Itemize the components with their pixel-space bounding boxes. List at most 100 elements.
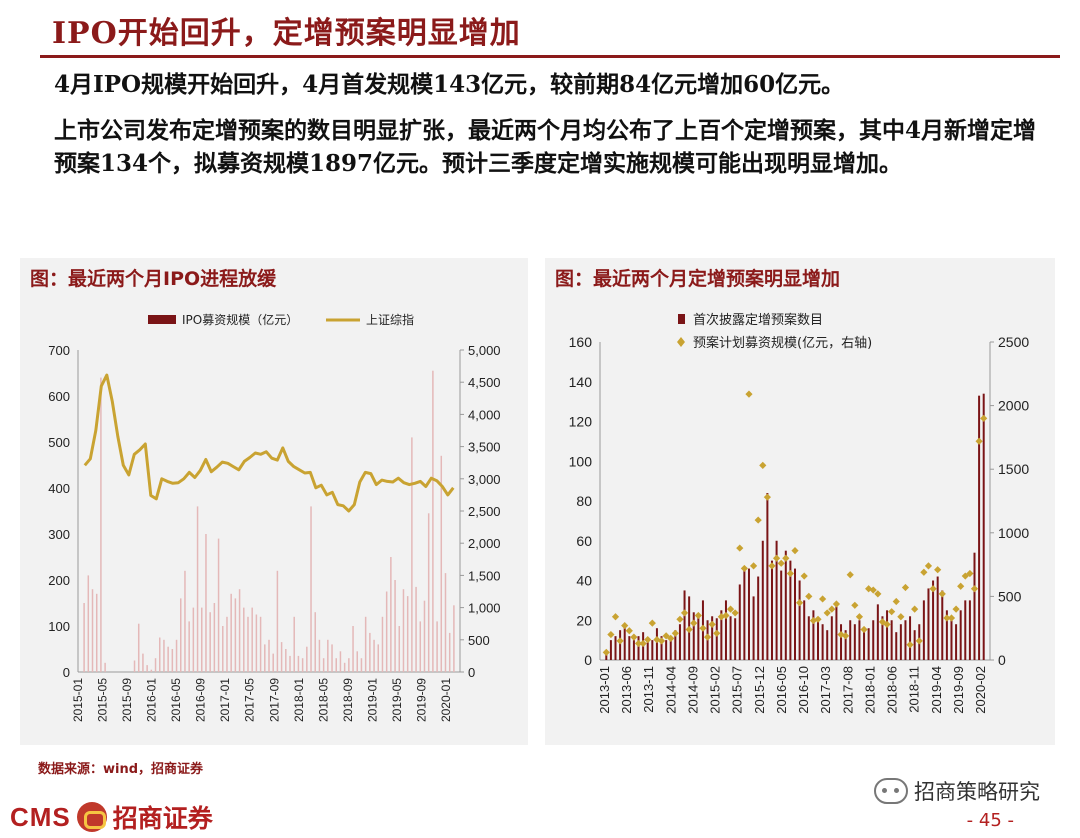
legend-swatch-amount	[677, 337, 685, 347]
bar	[867, 628, 870, 660]
scatter-point	[786, 569, 794, 578]
bar	[381, 616, 384, 672]
bar	[789, 560, 792, 660]
logo-cms-text: CMS	[10, 801, 71, 832]
bar	[158, 637, 161, 672]
paragraph-placement: 上市公司发布定增预案的数目明显扩张，最近两个月均公布了上百个定增预案，其中4月新…	[54, 117, 1037, 177]
x-tick-label: 2015-01	[71, 678, 85, 722]
bar	[163, 639, 165, 672]
x-tick-label: 2019-05	[390, 678, 404, 722]
right-tick-label: 1,500	[468, 568, 501, 583]
scatter-point	[966, 569, 974, 578]
left-tick-label: 500	[48, 435, 70, 450]
bar	[196, 506, 199, 672]
bar	[775, 540, 778, 660]
bar	[863, 630, 866, 660]
bar	[415, 586, 417, 672]
chart-title-placement: 图：最近两个月定增预案明显增加	[555, 268, 841, 290]
bar	[297, 655, 300, 672]
bar	[276, 570, 279, 672]
bar	[876, 604, 879, 660]
bar	[932, 580, 935, 660]
scatter-point	[892, 597, 900, 606]
x-tick-label: 2018-09	[341, 678, 355, 722]
bar	[904, 620, 907, 660]
x-tick-label: 2017-01	[218, 678, 232, 722]
bar	[807, 616, 810, 660]
scatter-point	[621, 622, 629, 630]
bar	[247, 616, 249, 672]
bar	[419, 621, 422, 672]
bar	[780, 570, 783, 660]
bar	[844, 630, 847, 660]
bar	[794, 568, 796, 660]
bar	[669, 638, 672, 660]
right-tick-label: 5,000	[468, 343, 501, 358]
x-tick-label: 2018-06	[885, 666, 900, 714]
scatter-point	[607, 630, 615, 639]
page-number: - 45 -	[966, 810, 1014, 831]
scatter-point	[703, 633, 712, 641]
scatter-point	[699, 624, 707, 632]
right-tick-label: 2500	[998, 334, 1029, 350]
bar	[289, 655, 291, 672]
bar	[222, 626, 224, 672]
scatter-point	[883, 620, 891, 628]
bar	[964, 600, 967, 660]
scatter-point	[897, 613, 905, 621]
bar	[453, 605, 455, 672]
bar	[175, 639, 178, 672]
bar	[766, 493, 769, 660]
logo-name: 招商证券	[112, 804, 213, 833]
bar	[306, 646, 308, 672]
left-tick-label: 0	[584, 652, 592, 668]
bar	[720, 610, 723, 660]
bar	[238, 589, 241, 672]
bar	[364, 616, 367, 672]
bar	[619, 630, 622, 660]
chart-panel-placement: 0 20 40 60 80 100 120 140 160 0 500 1000 1500 2000 250…	[545, 258, 1055, 745]
bar	[927, 588, 930, 660]
x-tick-label: 2017-03	[818, 666, 833, 714]
x-tick-label: 2013-06	[619, 666, 634, 714]
bar	[840, 624, 843, 660]
right-tick-label: 2,000	[468, 536, 501, 551]
bar	[623, 624, 626, 660]
bar	[734, 618, 737, 660]
bar	[849, 620, 852, 660]
right-tick-label: 4,000	[468, 407, 501, 422]
wechat-icon	[874, 778, 908, 804]
right-tick-label: 4,500	[468, 375, 501, 390]
scatter-point	[943, 614, 951, 622]
scatter-point	[878, 618, 887, 626]
bar	[285, 649, 287, 672]
bar	[895, 632, 898, 660]
right-tick-label: 500	[998, 588, 1022, 604]
left-tick-label: 80	[576, 493, 592, 509]
scatter-point	[911, 605, 919, 613]
bar	[738, 584, 741, 660]
left-tick-label: 60	[576, 533, 592, 549]
scatter-point	[625, 627, 633, 635]
bar	[665, 640, 668, 660]
bar	[272, 653, 274, 672]
bar	[950, 616, 953, 660]
bar	[890, 620, 893, 660]
bar	[314, 612, 316, 672]
chart-panel-ipo: 0 100 200 300 400 500 600 700 0 500 1,000 1,500 2,00…	[20, 258, 528, 745]
bar	[171, 649, 174, 672]
bar	[448, 632, 451, 672]
bar	[973, 552, 976, 660]
x-tick-label: 2019-04	[929, 666, 944, 714]
bar	[360, 658, 363, 672]
scatter-point	[708, 620, 716, 628]
scatter-point	[777, 559, 785, 567]
scatter-point	[685, 625, 693, 634]
wechat-watermark: 招商策略研究	[874, 776, 1040, 806]
x-tick-label: 2019-09	[414, 678, 428, 722]
bar	[411, 437, 413, 672]
bar	[830, 616, 833, 660]
right-tick-label: 1000	[998, 525, 1029, 541]
index-line	[83, 373, 455, 513]
scatter-point	[814, 615, 822, 623]
